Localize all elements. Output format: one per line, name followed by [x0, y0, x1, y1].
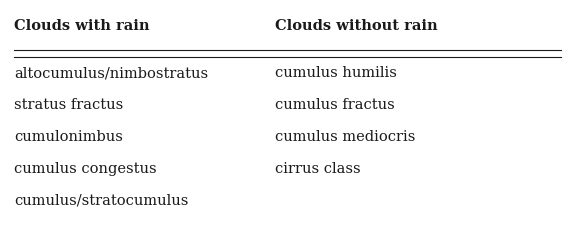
Text: altocumulus/nimbostratus: altocumulus/nimbostratus [14, 66, 208, 80]
Text: cumulus fractus: cumulus fractus [275, 98, 394, 112]
Text: stratus fractus: stratus fractus [14, 98, 124, 112]
Text: cumulus humilis: cumulus humilis [275, 66, 396, 80]
Text: cumulonimbus: cumulonimbus [14, 130, 123, 144]
Text: Clouds without rain: Clouds without rain [275, 19, 437, 33]
Text: cumulus congestus: cumulus congestus [14, 162, 157, 176]
Text: cirrus class: cirrus class [275, 162, 360, 176]
Text: cumulus/stratocumulus: cumulus/stratocumulus [14, 194, 189, 207]
Text: cumulus mediocris: cumulus mediocris [275, 130, 415, 144]
Text: Clouds with rain: Clouds with rain [14, 19, 150, 33]
